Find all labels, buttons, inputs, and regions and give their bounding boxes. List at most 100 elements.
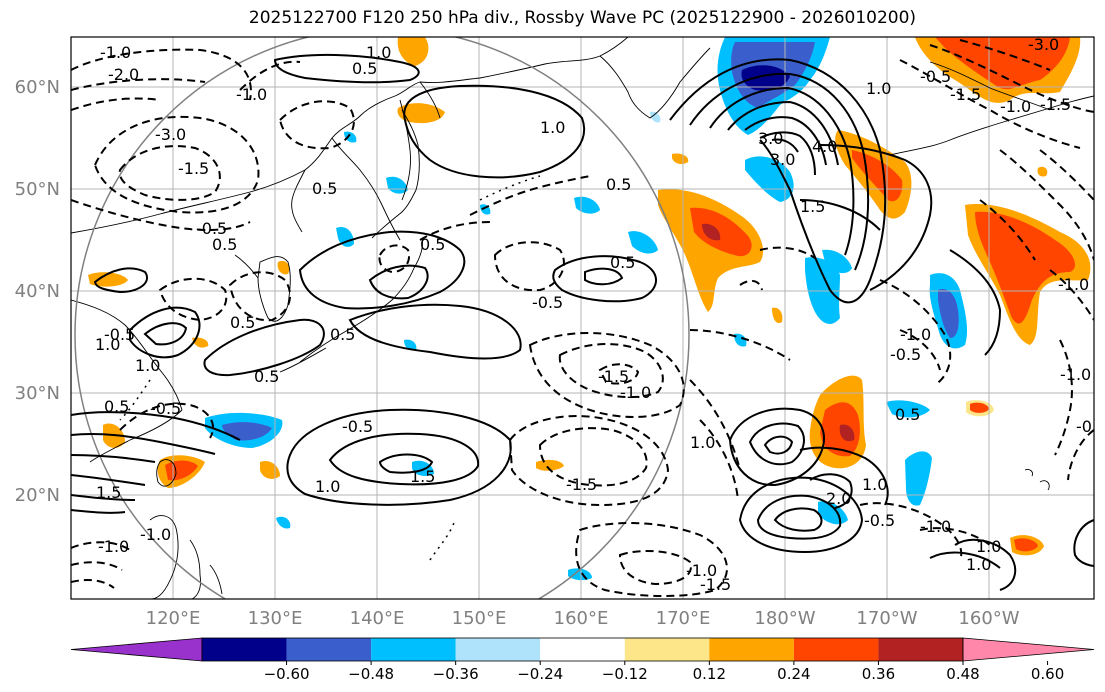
contour-label: -1.5 [950, 85, 981, 104]
contour-label: 0.5 [330, 325, 355, 344]
map-frame [70, 36, 1095, 600]
positive-area [1037, 166, 1048, 177]
colorbar-segment [709, 638, 794, 661]
contour-label: 1.0 [690, 433, 715, 452]
contour-label: 0.5 [420, 235, 445, 254]
solid-contours [71, 53, 1094, 591]
contour-label: -1.0 [1060, 365, 1091, 384]
contour-label: 4.0 [812, 137, 837, 156]
dashed-contours [71, 39, 1094, 597]
positive-area [536, 459, 564, 471]
contour-label: -0.5 [342, 417, 373, 436]
positive-area [397, 37, 429, 66]
colorbar-segment [624, 638, 710, 661]
contour-label: 1.0 [976, 537, 1001, 556]
colorbar-segment [371, 638, 456, 661]
contour-label: 1.0 [862, 475, 887, 494]
contour-label: -0.5 [532, 293, 563, 312]
lon-label: 120°E [146, 608, 201, 629]
contour-label: -1.0 [920, 517, 951, 536]
contour-label: -1.0 [1000, 97, 1031, 116]
coastlines [71, 37, 1094, 599]
contour-label: -1.0 [1058, 275, 1089, 294]
colorbar-segment [793, 638, 879, 661]
colorbar-extend-low [70, 637, 203, 662]
colorbar: −0.60 −0.48 −0.36 −0.24 −0.12 0.12 0.24 0.36 0.4… [70, 637, 1095, 683]
lat-label: 20°N [15, 485, 60, 506]
colorbar-tick-label: −0.24 [517, 665, 563, 683]
positive-area [88, 272, 128, 287]
lon-label: 140°E [350, 608, 405, 629]
negative-area [336, 226, 354, 247]
longitude-labels: 120°E 130°E 140°E 150°E 160°E 170°E 180°… [146, 608, 1020, 629]
colorbar-tick-label: −0.12 [602, 665, 648, 683]
colorbar-segment [286, 638, 372, 661]
lat-label: 60°N [15, 77, 60, 98]
contour-label: 1.0 [95, 335, 120, 354]
contour-label: 3.0 [758, 129, 783, 148]
positive-area [397, 103, 445, 124]
contour-label: 0.5 [104, 397, 129, 416]
contour-label: -1.5 [566, 475, 597, 494]
contour-label: -2.0 [108, 65, 139, 84]
contour-label: -1.5 [598, 367, 629, 386]
positive-area [1014, 538, 1038, 552]
contour-label: -1.0 [900, 325, 931, 344]
contour-label: -3.0 [1028, 35, 1059, 54]
zero-contours [119, 175, 541, 561]
contour-label: 1.0 [135, 356, 160, 375]
lon-label: 130°E [248, 608, 303, 629]
contour-label: -1.0 [686, 561, 717, 580]
lat-label: 30°N [15, 383, 60, 404]
contour-label: -0.5 [1076, 417, 1105, 436]
colorbar-tick-label: 0.48 [946, 665, 979, 683]
colorbar-segment [878, 638, 963, 661]
negative-area [734, 333, 747, 347]
contour-label: 1.0 [315, 477, 340, 496]
negative-area [222, 422, 272, 441]
negative-area [650, 111, 661, 123]
contour-label: 1.5 [410, 467, 435, 486]
colorbar-tick-label: −0.48 [348, 665, 394, 683]
positive-area [702, 223, 721, 241]
contour-label: -0.5 [150, 399, 181, 418]
lon-label: 160°W [958, 608, 1019, 629]
positive-area [935, 37, 1070, 90]
contour-label: -0.5 [920, 67, 951, 86]
contour-label: 3.0 [770, 150, 795, 169]
contour-label: 1.0 [966, 555, 991, 574]
contour-label: 0.5 [312, 179, 337, 198]
lat-label: 50°N [15, 179, 60, 200]
colorbar-tick-label: 0.12 [693, 665, 726, 683]
negative-area [276, 516, 291, 529]
colorbar-tick-label: −0.36 [433, 665, 479, 683]
negative-area [938, 289, 959, 338]
contour-label: 0.5 [212, 235, 237, 254]
colorbar-extend-high [962, 637, 1095, 662]
negative-area [822, 249, 852, 274]
contour-label: -0.5 [864, 511, 895, 530]
contour-label: -1.0 [100, 43, 131, 62]
contour-label: -1.0 [98, 537, 129, 556]
contour-label: 1.0 [366, 43, 391, 62]
contour-label: -1.0 [620, 383, 651, 402]
lon-label: 170°W [856, 608, 917, 629]
colorbar-tick-label: 0.60 [1031, 665, 1064, 683]
positive-area [772, 307, 783, 324]
colorbar-segment [202, 638, 287, 661]
contour-label: 2.0 [826, 489, 851, 508]
contour-label: 0.5 [895, 405, 920, 424]
contour-label: 0.5 [254, 367, 279, 386]
positive-area [839, 424, 855, 442]
contour-label: 1.0 [540, 118, 565, 137]
colorbar-tick-label: 0.24 [777, 665, 810, 683]
negative-area [741, 65, 790, 91]
colorbar-tick-label: 0.36 [862, 665, 895, 683]
map-title: 2025122700 F120 250 hPa div., Rossby Wav… [248, 8, 917, 28]
contour-label: 1.5 [96, 483, 121, 502]
colorbar-outline [201, 637, 964, 662]
contour-label: -0.5 [196, 219, 227, 238]
contour-label: 0.5 [352, 59, 377, 78]
colorbar-segment [455, 638, 541, 661]
